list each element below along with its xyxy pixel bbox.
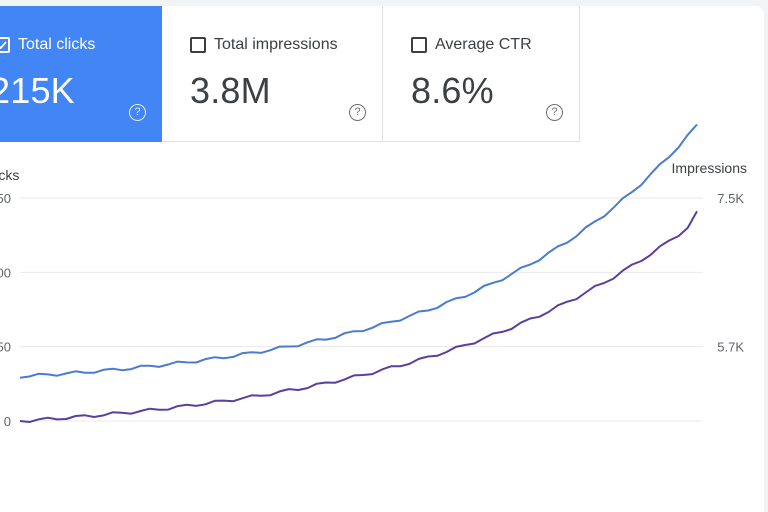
- metric-label: Average CTR: [435, 36, 532, 53]
- left-tick-label: 0: [4, 414, 11, 429]
- metric-header: Average CTR: [411, 36, 532, 54]
- checkmark-icon: [0, 41, 7, 50]
- help-icon[interactable]: ?: [546, 104, 563, 121]
- left-tick-label: 500: [0, 265, 11, 280]
- checkbox-checked-icon[interactable]: [0, 37, 10, 53]
- right-axis-title: Impressions: [672, 160, 747, 176]
- right-axis-ticks: 7.5K 5.7K: [717, 191, 744, 355]
- checkbox-unchecked-icon[interactable]: [190, 37, 206, 53]
- metric-header: Total clicks: [0, 36, 95, 54]
- metric-value: 8.6%: [411, 70, 494, 111]
- metric-card-total-impressions[interactable]: Total impressions 3.8M ?: [162, 6, 383, 142]
- left-axis-ticks: 750 500 250 0: [0, 191, 11, 429]
- left-axis-title: Clicks: [0, 167, 19, 183]
- metric-value: 215K: [0, 70, 75, 111]
- gridlines: [20, 197, 703, 422]
- metric-label: Total impressions: [214, 36, 338, 53]
- right-tick-label: 5.7K: [717, 340, 744, 355]
- checkbox-unchecked-icon[interactable]: [411, 37, 427, 53]
- metric-card-average-ctr[interactable]: Average CTR 8.6% ?: [383, 6, 580, 142]
- help-icon[interactable]: ?: [349, 104, 366, 121]
- series-lines: [19, 123, 698, 423]
- metric-value: 3.8M: [190, 70, 271, 111]
- help-icon[interactable]: ?: [129, 104, 146, 121]
- left-tick-label: 750: [0, 191, 11, 206]
- metric-header: Total impressions: [190, 36, 338, 54]
- metric-label: Total clicks: [18, 36, 96, 53]
- metric-cards: Total clicks 215K ? Total impressions 3.…: [0, 6, 580, 142]
- performance-chart: Clicks Impressions 750 500 250 0 7.5K 5.7K: [0, 123, 747, 429]
- right-tick-label: 7.5K: [717, 191, 744, 206]
- left-tick-label: 250: [0, 340, 11, 355]
- impressions-line: [19, 123, 698, 379]
- metric-card-total-clicks[interactable]: Total clicks 215K ?: [0, 6, 162, 142]
- clicks-line: [19, 210, 698, 423]
- performance-panel: Total clicks 215K ? Total impressions 3.…: [0, 6, 764, 512]
